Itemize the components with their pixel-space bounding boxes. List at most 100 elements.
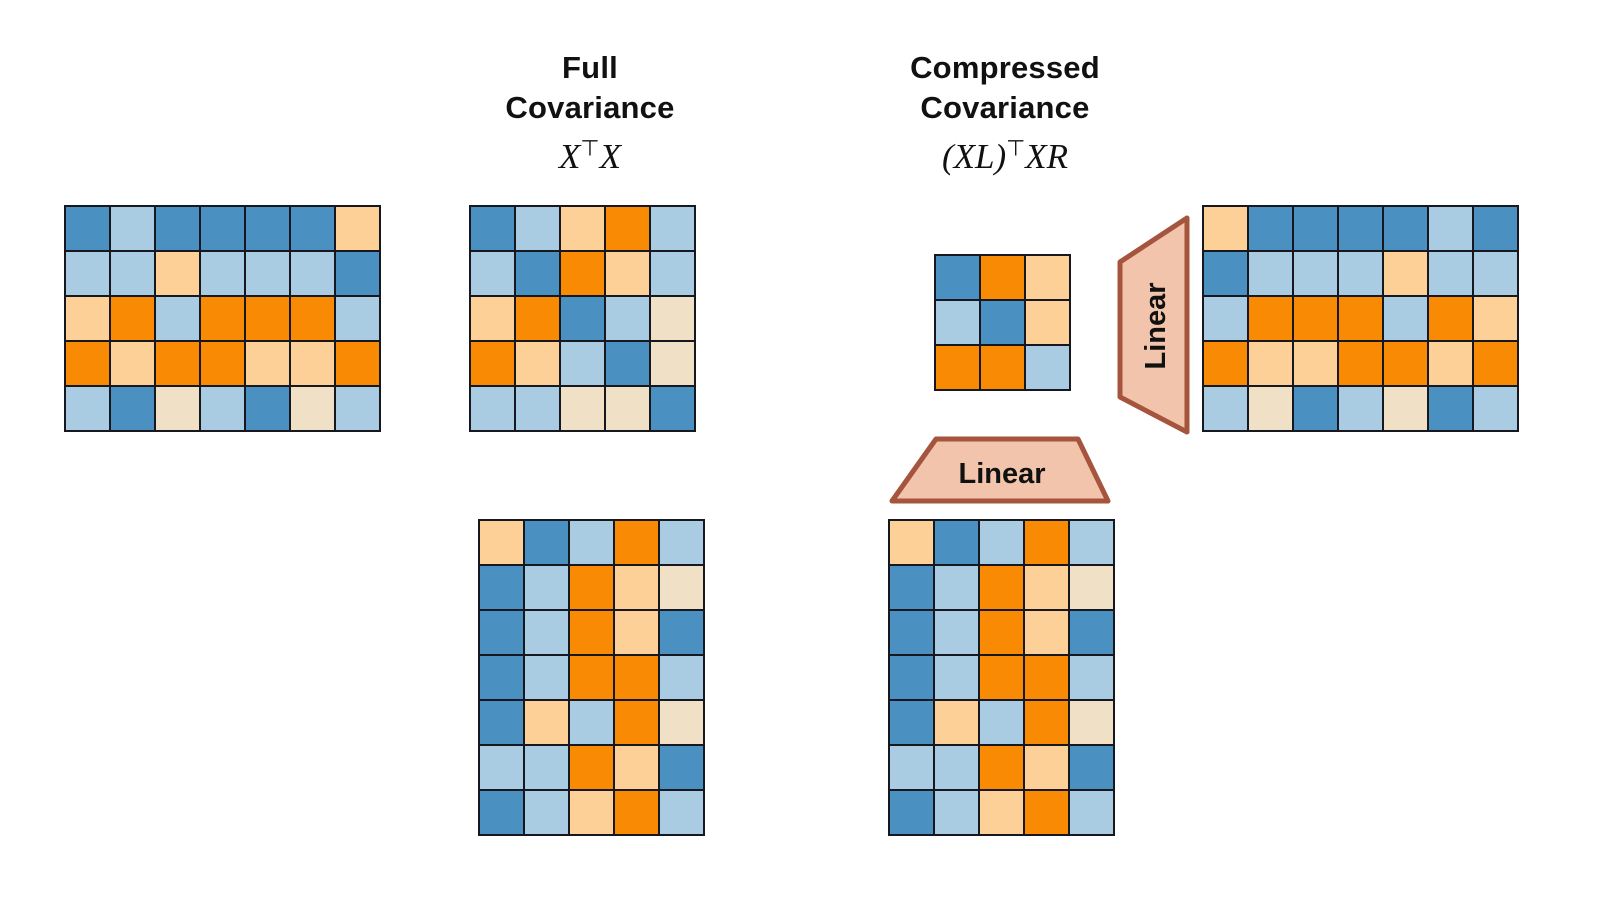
matrix-cell — [201, 252, 244, 295]
matrix-cell — [525, 746, 568, 789]
matrix-cell — [570, 521, 613, 564]
matrix-cell — [1025, 611, 1068, 654]
matrix-cell — [1384, 207, 1427, 250]
matrix-cell — [480, 521, 523, 564]
matrix-cell — [1474, 297, 1517, 340]
matrix-cell — [291, 297, 334, 340]
matrix-cell — [1249, 297, 1292, 340]
matrix-cell — [1070, 656, 1113, 699]
matrix-cell — [606, 297, 649, 340]
matrix-cell — [615, 566, 658, 609]
matrix-cell — [525, 656, 568, 699]
matrix-cell — [1204, 252, 1247, 295]
matrix-cell — [1339, 252, 1382, 295]
matrix-cell — [525, 791, 568, 834]
matrix-cell — [111, 297, 154, 340]
full-title-line1: Full — [562, 50, 618, 85]
matrix-cell — [1294, 387, 1337, 430]
matrix-cell — [525, 566, 568, 609]
matrix-cell — [1025, 746, 1068, 789]
matrix-cell — [660, 701, 703, 744]
matrix-cell — [561, 207, 604, 250]
matrix-cell — [561, 342, 604, 385]
matrix-cell — [570, 656, 613, 699]
matrix-cell — [111, 342, 154, 385]
transpose-symbol: ⊤ — [580, 135, 600, 161]
matrix-cell — [156, 342, 199, 385]
matrix-cell — [156, 387, 199, 430]
matrix-cell — [935, 701, 978, 744]
matrix-cell — [111, 387, 154, 430]
matrix-cell — [935, 791, 978, 834]
matrix-cell — [1294, 207, 1337, 250]
matrix-cell — [516, 342, 559, 385]
matrix-cell — [1070, 521, 1113, 564]
matrix-cell — [1070, 566, 1113, 609]
linear-label-bottom: Linear — [958, 458, 1045, 490]
matrix-cell — [1025, 701, 1068, 744]
matrix-cell — [890, 521, 933, 564]
matrix-cell — [291, 207, 334, 250]
matrix-cell — [615, 791, 658, 834]
matrix-cell — [525, 701, 568, 744]
matrix-compressed-covariance — [934, 254, 1071, 391]
matrix-cell — [516, 252, 559, 295]
matrix-cell — [336, 342, 379, 385]
trapezoid-shape — [889, 436, 1111, 504]
matrix-cell — [471, 297, 514, 340]
matrix-cell — [480, 611, 523, 654]
transpose-symbol: ⊤ — [1006, 135, 1026, 161]
formula-base: (XL) — [941, 137, 1007, 176]
formula-tail: X — [599, 137, 621, 176]
matrix-cell — [570, 746, 613, 789]
matrix-cell — [1025, 656, 1068, 699]
matrix-cell — [201, 297, 244, 340]
matrix-cell — [935, 521, 978, 564]
matrix-cell — [935, 566, 978, 609]
matrix-cell — [1249, 252, 1292, 295]
matrix-x — [64, 205, 381, 432]
matrix-cell — [1294, 252, 1337, 295]
matrix-cell — [1474, 207, 1517, 250]
matrix-cell — [246, 387, 289, 430]
matrix-cell — [1070, 611, 1113, 654]
matrix-full-covariance — [469, 205, 696, 432]
matrix-cell — [1249, 387, 1292, 430]
matrix-cell — [1429, 252, 1472, 295]
matrix-cell — [336, 297, 379, 340]
matrix-cell — [936, 346, 979, 389]
matrix-cell — [246, 252, 289, 295]
matrix-cell — [66, 297, 109, 340]
matrix-cell — [1026, 346, 1069, 389]
matrix-cell — [651, 297, 694, 340]
matrix-cell — [981, 346, 1024, 389]
matrix-cell — [156, 252, 199, 295]
compressed-covariance-header: Compressed Covariance (XL)⊤XR — [845, 48, 1165, 177]
matrix-cell — [246, 342, 289, 385]
matrix-cell — [1249, 207, 1292, 250]
matrix-cell — [615, 521, 658, 564]
matrix-cell — [471, 387, 514, 430]
full-covariance-header: Full Covariance X⊤X — [430, 48, 750, 177]
full-covariance-formula: X⊤X — [430, 137, 750, 177]
matrix-cell — [935, 656, 978, 699]
matrix-cell — [156, 207, 199, 250]
matrix-cell — [156, 297, 199, 340]
matrix-xl-transpose — [888, 519, 1115, 836]
matrix-cell — [66, 252, 109, 295]
matrix-cell — [615, 701, 658, 744]
matrix-cell — [651, 252, 694, 295]
matrix-cell — [471, 252, 514, 295]
matrix-cell — [1294, 297, 1337, 340]
matrix-cell — [480, 701, 523, 744]
matrix-cell — [1474, 252, 1517, 295]
matrix-cell — [1070, 701, 1113, 744]
matrix-cell — [890, 791, 933, 834]
formula-base: X — [559, 137, 581, 176]
matrix-cell — [1429, 207, 1472, 250]
matrix-cell — [570, 701, 613, 744]
matrix-cell — [660, 656, 703, 699]
matrix-cell — [660, 746, 703, 789]
matrix-cell — [980, 791, 1023, 834]
matrix-cell — [480, 656, 523, 699]
